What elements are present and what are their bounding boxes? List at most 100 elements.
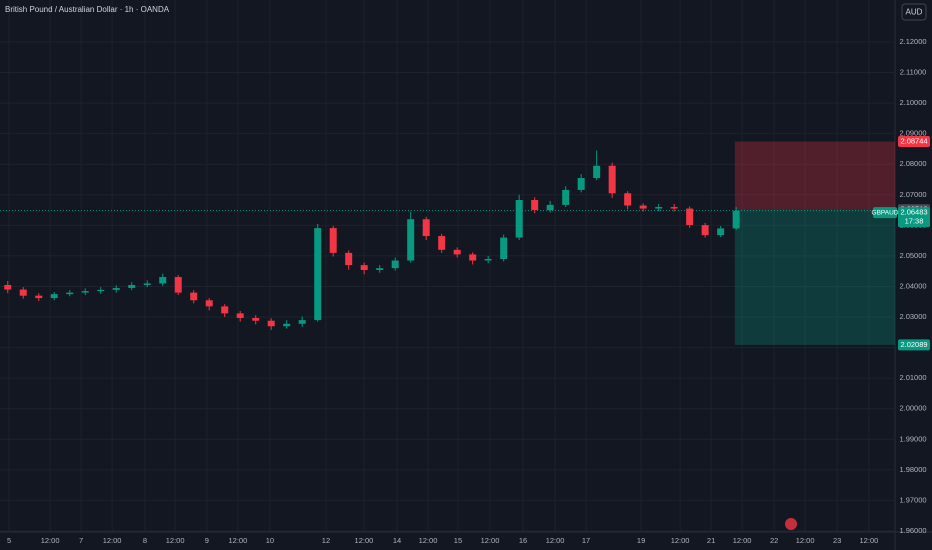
candle-body (376, 268, 384, 270)
target-zone (734, 209, 895, 345)
y-tick-label: 2.10000 (899, 98, 926, 107)
candle-body (562, 189, 570, 205)
candle-body (345, 252, 353, 266)
candle-body (391, 260, 399, 269)
x-tick-label: 12 (322, 536, 330, 545)
event-icon[interactable] (785, 518, 797, 530)
y-tick-label: 2.05000 (899, 251, 926, 260)
x-tick-label: 12:00 (103, 536, 122, 545)
candle-body (670, 207, 678, 209)
x-tick-label: 12:00 (860, 536, 879, 545)
x-tick-label: 12:00 (166, 536, 185, 545)
candle-body (484, 258, 492, 261)
candle-body (639, 205, 647, 209)
candle-body (608, 165, 616, 194)
x-tick-label: 12:00 (546, 536, 565, 545)
x-tick-label: 12:00 (796, 536, 815, 545)
candle-body (236, 313, 244, 318)
candle-body (50, 294, 58, 299)
candle-body (717, 228, 725, 236)
candle-body (128, 284, 136, 289)
symbol-box (873, 207, 897, 219)
x-tick-label: 22 (770, 536, 778, 545)
candle-body (267, 320, 275, 327)
candle-body (701, 225, 709, 236)
candle-body (174, 277, 182, 293)
candle-body (35, 295, 43, 299)
x-tick-label: 12:00 (41, 536, 60, 545)
y-tick-label: 2.00000 (899, 404, 926, 413)
y-tick-label: 1.97000 (899, 495, 926, 504)
grid (0, 0, 895, 532)
currency-label[interactable]: AUD (906, 8, 923, 17)
y-tick-label: 2.08000 (899, 159, 926, 168)
candle-body (66, 292, 74, 295)
stop-price-label: 2.08744 (900, 136, 927, 145)
candle-body (4, 284, 12, 290)
candle-body (732, 210, 740, 229)
candle-body (329, 228, 337, 253)
y-tick-label: 2.11000 (900, 68, 927, 77)
currency-button[interactable] (901, 3, 927, 21)
x-tick-label: 9 (205, 536, 209, 545)
candle-body (205, 300, 213, 307)
candle-body (252, 317, 260, 321)
candle-body (143, 283, 151, 285)
last-price-label: 2.06483 (900, 208, 927, 217)
candle-body (453, 249, 461, 255)
y-tick-label: 1.99000 (899, 434, 926, 443)
candles (4, 150, 740, 330)
y-tick-label: 1.96000 (899, 526, 926, 535)
y-tick-label: 2.03000 (899, 312, 926, 321)
x-tick-label: 12:00 (671, 536, 690, 545)
x-tick-label: 12:00 (229, 536, 248, 545)
candle-body (112, 288, 120, 290)
candle-body (407, 219, 415, 261)
stop-zone (734, 141, 895, 210)
candle-body (81, 291, 89, 293)
y-tick-label: 2.12000 (899, 37, 926, 46)
candle-body (624, 193, 632, 206)
candle-body (19, 289, 27, 296)
candle-body (686, 208, 694, 226)
y-tick-label: 1.98000 (899, 465, 926, 474)
stop-price-label-box (898, 136, 930, 148)
candle-body (190, 292, 198, 301)
x-tick-label: 5 (7, 536, 11, 545)
x-tick-label: 12:00 (355, 536, 374, 545)
axis-labels: 1.96000 1.97000 1.98000 1.99000 2.00000 2.010… (7, 37, 930, 545)
countdown-label: 17:38 (905, 217, 924, 226)
candle-body (97, 289, 105, 292)
x-tick-label: 19 (637, 536, 645, 545)
x-tick-label: 14 (393, 536, 401, 545)
candle-body (500, 237, 508, 259)
x-tick-label: 16 (519, 536, 527, 545)
x-tick-label: 10 (266, 536, 274, 545)
x-tick-label: 17 (582, 536, 590, 545)
candle-body (515, 200, 523, 238)
x-tick-label: 7 (79, 536, 83, 545)
candle-body (283, 323, 291, 327)
candle-body (438, 236, 446, 250)
candle-body (298, 320, 306, 324)
y-tick-label: 2.01000 (899, 373, 926, 382)
x-tick-label: 12:00 (733, 536, 752, 545)
candle-body (360, 265, 368, 270)
candle-body (593, 165, 601, 178)
position-zones (0, 141, 895, 345)
x-tick-label: 12:00 (481, 536, 500, 545)
y-tick-label: 2.04000 (899, 281, 926, 290)
y-tick-label: 2.07000 (899, 190, 926, 199)
candle-body (469, 254, 477, 261)
candle-body (221, 306, 229, 314)
candle-body (577, 177, 585, 190)
target-price-label-box (898, 339, 930, 351)
chart-title: British Pound / Australian Dollar · 1h ·… (5, 5, 170, 14)
candle-body (655, 207, 663, 209)
last-price-box (898, 207, 930, 228)
x-tick-label: 23 (833, 536, 841, 545)
candle-body (531, 200, 539, 211)
